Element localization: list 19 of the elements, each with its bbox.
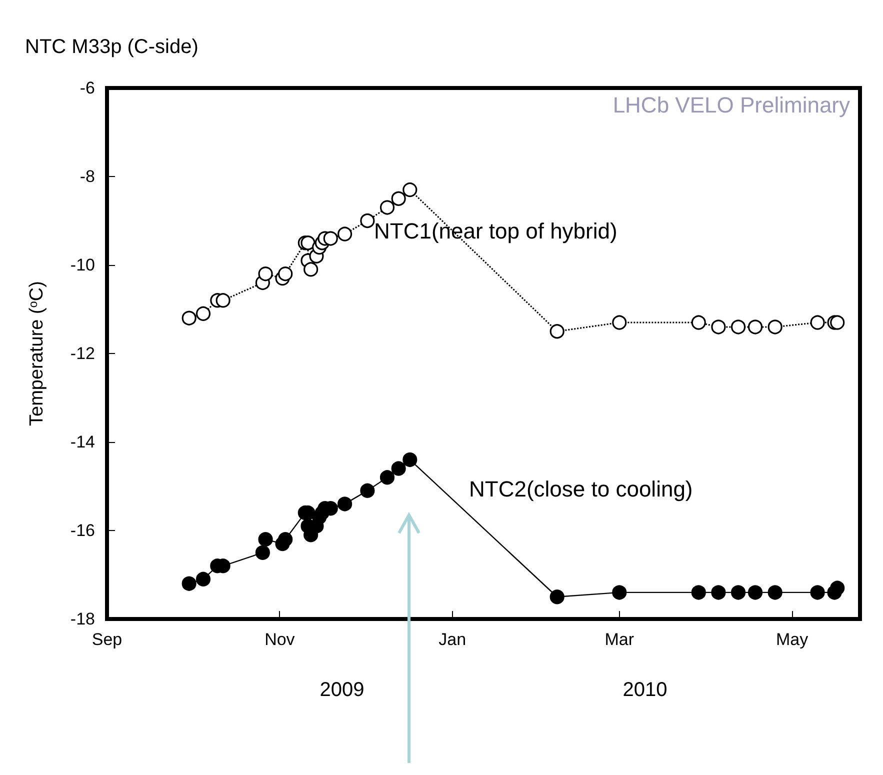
y-axis-title: Temperature (oC)	[26, 281, 48, 426]
x-tick-label: Jan	[438, 630, 466, 649]
chart-title: NTC M33p (C-side)	[25, 36, 198, 58]
y-tick-label: -10	[70, 256, 95, 274]
x-tick-label: May	[776, 630, 809, 649]
y-tick-label: -14	[70, 432, 95, 452]
x-tick-label: Sep	[92, 630, 122, 649]
text: 2009	[320, 679, 364, 701]
x-tick-label: Mar	[604, 630, 634, 649]
series-label: NTC2(close to cooling)	[469, 476, 693, 502]
x-tick-label: Nov	[264, 630, 296, 649]
y-tick-label: -12	[70, 344, 95, 363]
y-tick-label: -16	[70, 521, 95, 540]
annotation: LHCb VELO Preliminary	[612, 92, 850, 118]
y-tick-label: -6	[80, 78, 95, 98]
y-tick-label: -18	[70, 610, 95, 628]
series-label: NTC1(near top of hybrid)	[374, 218, 618, 244]
text: 2010	[622, 679, 668, 701]
y-tick-label: -8	[80, 167, 95, 186]
